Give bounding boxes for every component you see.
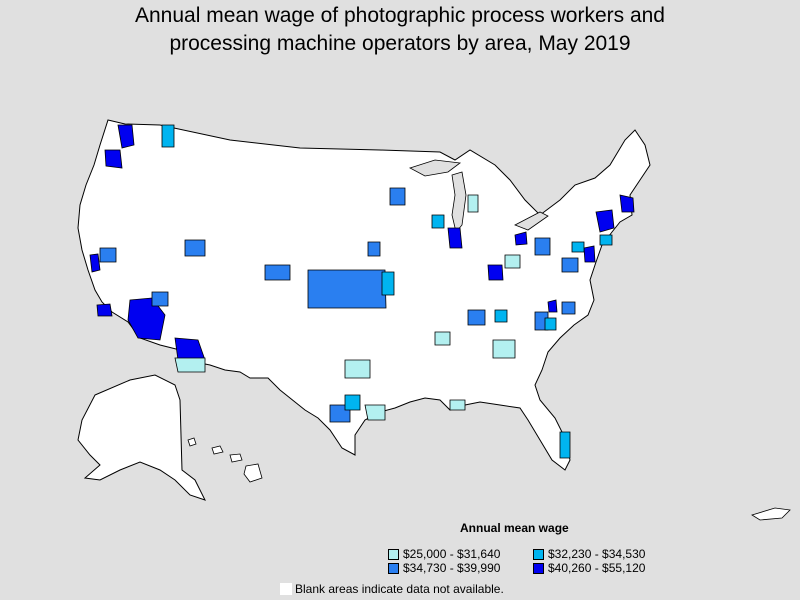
area-denver [264, 264, 291, 281]
area-birmingham [492, 339, 516, 359]
area-new-orleans [449, 399, 466, 411]
hawaii-islands [187, 437, 263, 483]
lake-erie [514, 211, 549, 231]
page-title: Annual mean wage of photographic process… [0, 2, 800, 58]
area-philadelphia [583, 245, 596, 263]
area-el-paso [174, 357, 206, 373]
legend-swatch-2 [533, 548, 544, 560]
area-kansas-plains [307, 269, 387, 309]
area-richmond [561, 301, 576, 315]
area-nashville [467, 309, 486, 326]
legend-item-2: $32,230 - $34,530 [533, 547, 645, 561]
area-boston [619, 194, 635, 213]
area-seattle [117, 124, 135, 149]
area-memphis [434, 331, 451, 346]
area-raleigh [547, 299, 558, 313]
area-virginia-beach [544, 317, 557, 331]
puerto-rico-outline [751, 507, 791, 521]
area-dallas [344, 359, 371, 379]
legend-item-1: $25,000 - $31,640 [388, 547, 500, 561]
lake-superior [408, 159, 462, 177]
area-cincinnati [504, 254, 521, 269]
area-spokane [161, 124, 175, 148]
area-houston [344, 394, 361, 411]
legend-item-4: $40,260 - $55,120 [533, 561, 645, 575]
area-hartford [599, 234, 613, 246]
legend-label-4: $40,260 - $55,120 [548, 561, 646, 575]
no-data-note-text: Blank areas indicate data not available. [295, 582, 504, 596]
area-detroit [514, 231, 528, 246]
area-louisville [494, 309, 508, 323]
area-chicago [447, 227, 463, 249]
area-baltimore [561, 257, 579, 273]
legend-item-3: $34,730 - $39,990 [388, 561, 500, 575]
legend-title: Annual mean wage [460, 521, 569, 535]
alaska-outline [77, 374, 206, 501]
area-sacramento [99, 247, 117, 263]
area-portland [104, 149, 123, 169]
area-los-angeles [96, 303, 113, 317]
area-minneapolis [389, 187, 406, 206]
area-las-vegas [151, 291, 169, 307]
legend-swatch-4 [533, 562, 544, 574]
area-miami [559, 431, 571, 459]
title-line-2: processing machine operators by area, Ma… [169, 32, 631, 55]
legend-label-3: $34,730 - $39,990 [403, 561, 501, 575]
legend-label-2: $32,230 - $34,530 [548, 547, 646, 561]
area-new-york [595, 209, 615, 233]
area-pittsburgh [534, 237, 551, 256]
area-omaha [381, 271, 395, 296]
area-albany [571, 241, 585, 253]
title-line-1: Annual mean wage of photographic process… [135, 4, 665, 27]
area-san-francisco [89, 253, 101, 273]
no-data-swatch [280, 583, 292, 595]
area-michigan-north [467, 194, 479, 213]
area-des-moines [367, 241, 381, 257]
area-indianapolis [487, 264, 504, 281]
area-madison [431, 214, 445, 229]
legend-label-1: $25,000 - $31,640 [403, 547, 501, 561]
area-san-antonio [364, 404, 386, 421]
no-data-note: Blank areas indicate data not available. [280, 582, 504, 596]
legend-swatch-1 [388, 548, 399, 560]
area-salt-lake [184, 239, 206, 257]
legend-swatch-3 [388, 562, 399, 574]
